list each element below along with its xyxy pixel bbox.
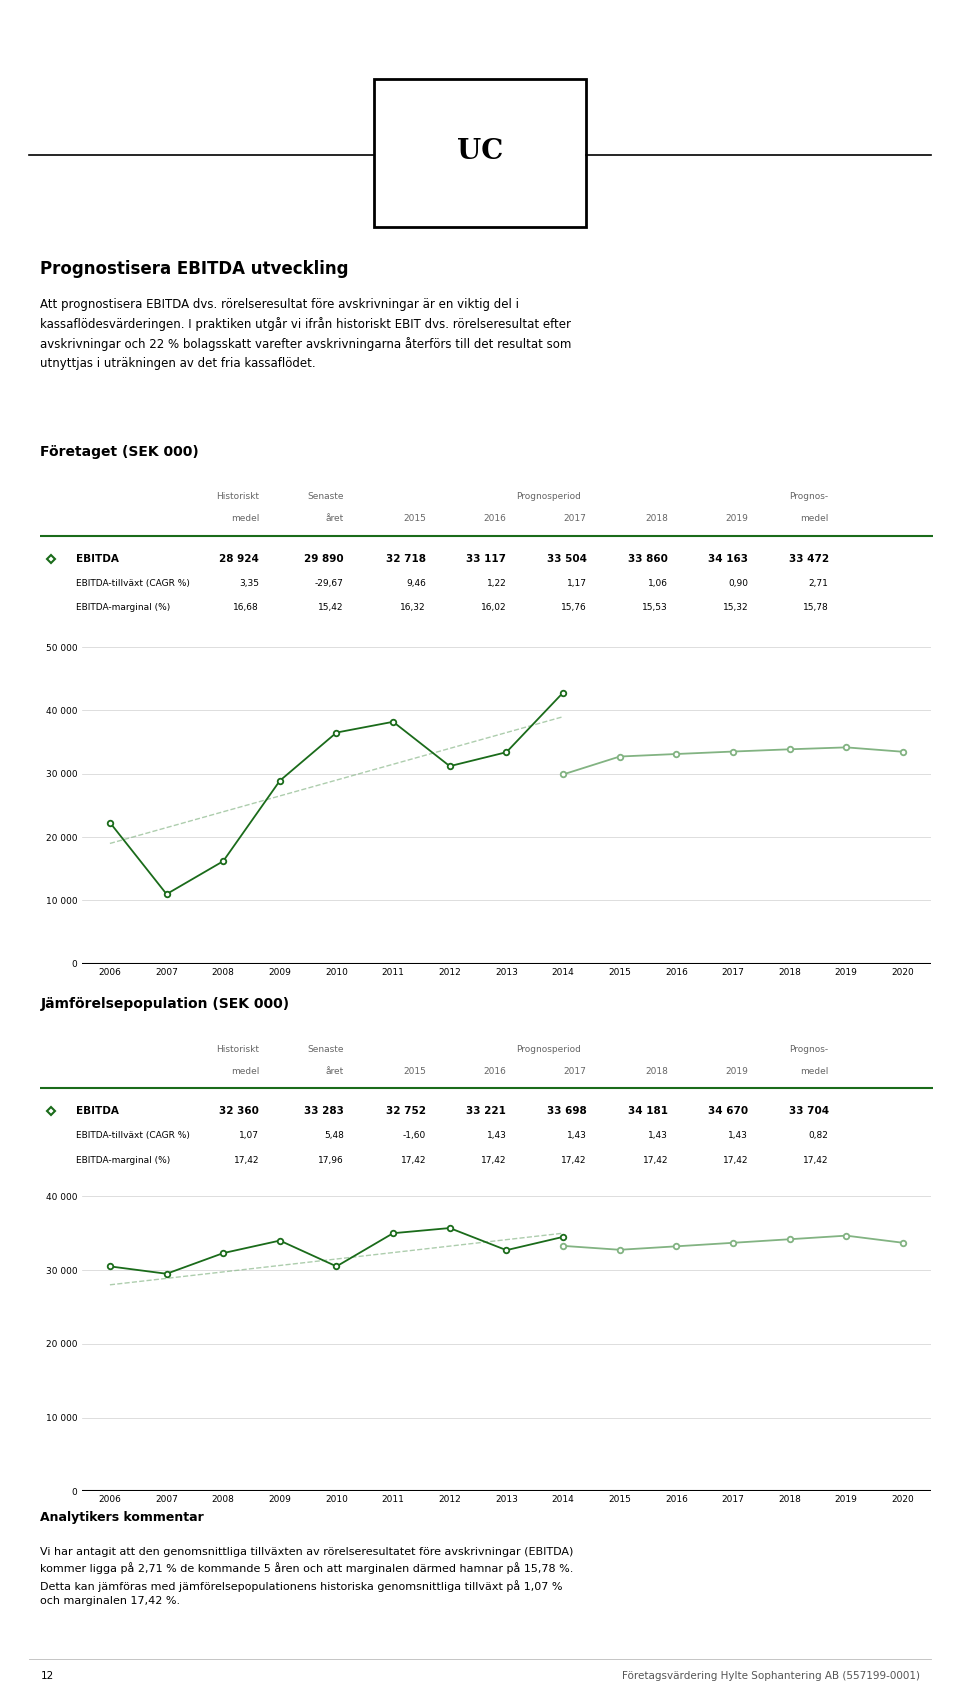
Text: Vi har antagit att den genomsnittliga tillväxten av rörelseresultatet före avskr: Vi har antagit att den genomsnittliga ti… bbox=[40, 1547, 574, 1606]
Text: året: året bbox=[325, 1067, 344, 1075]
Text: Prognosperiod: Prognosperiod bbox=[516, 1045, 581, 1053]
Text: 0,90: 0,90 bbox=[729, 578, 748, 588]
Text: 1,06: 1,06 bbox=[648, 578, 668, 588]
Text: EBITDA: EBITDA bbox=[76, 1107, 119, 1115]
Text: 28 924: 28 924 bbox=[219, 554, 259, 563]
Text: medel: medel bbox=[230, 1067, 259, 1075]
Text: 17,42: 17,42 bbox=[400, 1156, 426, 1164]
Text: 12: 12 bbox=[40, 1672, 54, 1682]
Text: 1,43: 1,43 bbox=[487, 1131, 506, 1141]
Text: 5,48: 5,48 bbox=[324, 1131, 344, 1141]
Text: 1,07: 1,07 bbox=[239, 1131, 259, 1141]
Text: 2015: 2015 bbox=[403, 514, 426, 522]
Text: UC: UC bbox=[457, 138, 503, 165]
Text: 15,32: 15,32 bbox=[723, 603, 748, 612]
Text: 1,22: 1,22 bbox=[487, 578, 506, 588]
Text: 16,68: 16,68 bbox=[233, 603, 259, 612]
Text: EBITDA-marginal (%): EBITDA-marginal (%) bbox=[76, 1156, 170, 1164]
Text: Jämförelsepopulation (SEK 000): Jämförelsepopulation (SEK 000) bbox=[40, 998, 290, 1011]
Text: medel: medel bbox=[801, 1067, 828, 1075]
Text: 1,43: 1,43 bbox=[566, 1131, 587, 1141]
Text: 34 181: 34 181 bbox=[628, 1107, 668, 1115]
Text: 33 504: 33 504 bbox=[546, 554, 587, 563]
Text: 32 360: 32 360 bbox=[219, 1107, 259, 1115]
Text: 17,42: 17,42 bbox=[723, 1156, 748, 1164]
Text: Senaste: Senaste bbox=[307, 1045, 344, 1053]
Text: medel: medel bbox=[230, 514, 259, 522]
Text: 3,35: 3,35 bbox=[239, 578, 259, 588]
Text: -1,60: -1,60 bbox=[403, 1131, 426, 1141]
Text: 32 752: 32 752 bbox=[386, 1107, 426, 1115]
Text: 15,42: 15,42 bbox=[319, 603, 344, 612]
Bar bbox=[374, 79, 586, 227]
Text: 2018: 2018 bbox=[645, 514, 668, 522]
Text: Prognosperiod: Prognosperiod bbox=[516, 492, 581, 500]
Text: 15,78: 15,78 bbox=[803, 603, 828, 612]
Text: Att prognostisera EBITDA dvs. rörelseresultat före avskrivningar är en viktig de: Att prognostisera EBITDA dvs. rörelseres… bbox=[40, 298, 572, 369]
Text: Prognostisera EBITDA utveckling: Prognostisera EBITDA utveckling bbox=[40, 259, 348, 278]
Text: 1,43: 1,43 bbox=[648, 1131, 668, 1141]
Text: 17,42: 17,42 bbox=[642, 1156, 668, 1164]
Text: Företaget (SEK 000): Företaget (SEK 000) bbox=[40, 445, 199, 458]
Text: året: året bbox=[325, 514, 344, 522]
Text: 33 117: 33 117 bbox=[467, 554, 506, 563]
Text: 33 860: 33 860 bbox=[628, 554, 668, 563]
Text: 17,96: 17,96 bbox=[318, 1156, 344, 1164]
Text: 2019: 2019 bbox=[726, 1067, 748, 1075]
Text: 17,42: 17,42 bbox=[562, 1156, 587, 1164]
Text: EBITDA-tillväxt (CAGR %): EBITDA-tillväxt (CAGR %) bbox=[76, 1131, 190, 1141]
Text: 29 890: 29 890 bbox=[304, 554, 344, 563]
Text: 2019: 2019 bbox=[726, 514, 748, 522]
Text: 33 221: 33 221 bbox=[467, 1107, 506, 1115]
Text: -29,67: -29,67 bbox=[315, 578, 344, 588]
Text: 2017: 2017 bbox=[564, 1067, 587, 1075]
Text: 2016: 2016 bbox=[484, 514, 506, 522]
Text: 0,82: 0,82 bbox=[808, 1131, 828, 1141]
Text: 2015: 2015 bbox=[403, 1067, 426, 1075]
Text: Prognos-: Prognos- bbox=[789, 1045, 828, 1053]
Text: Senaste: Senaste bbox=[307, 492, 344, 500]
Text: 2016: 2016 bbox=[484, 1067, 506, 1075]
Text: 15,53: 15,53 bbox=[642, 603, 668, 612]
Text: Företagsvärdering Hylte Sophantering AB (557199-0001): Företagsvärdering Hylte Sophantering AB … bbox=[622, 1672, 920, 1682]
Text: Historiskt: Historiskt bbox=[216, 1045, 259, 1053]
Text: 1,17: 1,17 bbox=[566, 578, 587, 588]
Text: 17,42: 17,42 bbox=[481, 1156, 506, 1164]
Text: 34 163: 34 163 bbox=[708, 554, 748, 563]
Text: 33 283: 33 283 bbox=[304, 1107, 344, 1115]
Text: 33 472: 33 472 bbox=[788, 554, 828, 563]
Text: 16,02: 16,02 bbox=[481, 603, 506, 612]
Text: 9,46: 9,46 bbox=[406, 578, 426, 588]
Text: 17,42: 17,42 bbox=[233, 1156, 259, 1164]
Text: 34 670: 34 670 bbox=[708, 1107, 748, 1115]
Text: Prognos-: Prognos- bbox=[789, 492, 828, 500]
Text: 33 698: 33 698 bbox=[547, 1107, 587, 1115]
Text: 16,32: 16,32 bbox=[400, 603, 426, 612]
Text: 1,43: 1,43 bbox=[729, 1131, 748, 1141]
Text: EBITDA-tillväxt (CAGR %): EBITDA-tillväxt (CAGR %) bbox=[76, 578, 190, 588]
Text: Analytikers kommentar: Analytikers kommentar bbox=[40, 1511, 204, 1525]
Text: 17,42: 17,42 bbox=[804, 1156, 828, 1164]
Text: Historiskt: Historiskt bbox=[216, 492, 259, 500]
Text: 32 718: 32 718 bbox=[386, 554, 426, 563]
Text: EBITDA-marginal (%): EBITDA-marginal (%) bbox=[76, 603, 170, 612]
Text: 33 704: 33 704 bbox=[788, 1107, 828, 1115]
Text: 2017: 2017 bbox=[564, 514, 587, 522]
Text: 2,71: 2,71 bbox=[808, 578, 828, 588]
Text: 15,76: 15,76 bbox=[561, 603, 587, 612]
Text: 2018: 2018 bbox=[645, 1067, 668, 1075]
Text: EBITDA: EBITDA bbox=[76, 554, 119, 563]
Text: medel: medel bbox=[801, 514, 828, 522]
